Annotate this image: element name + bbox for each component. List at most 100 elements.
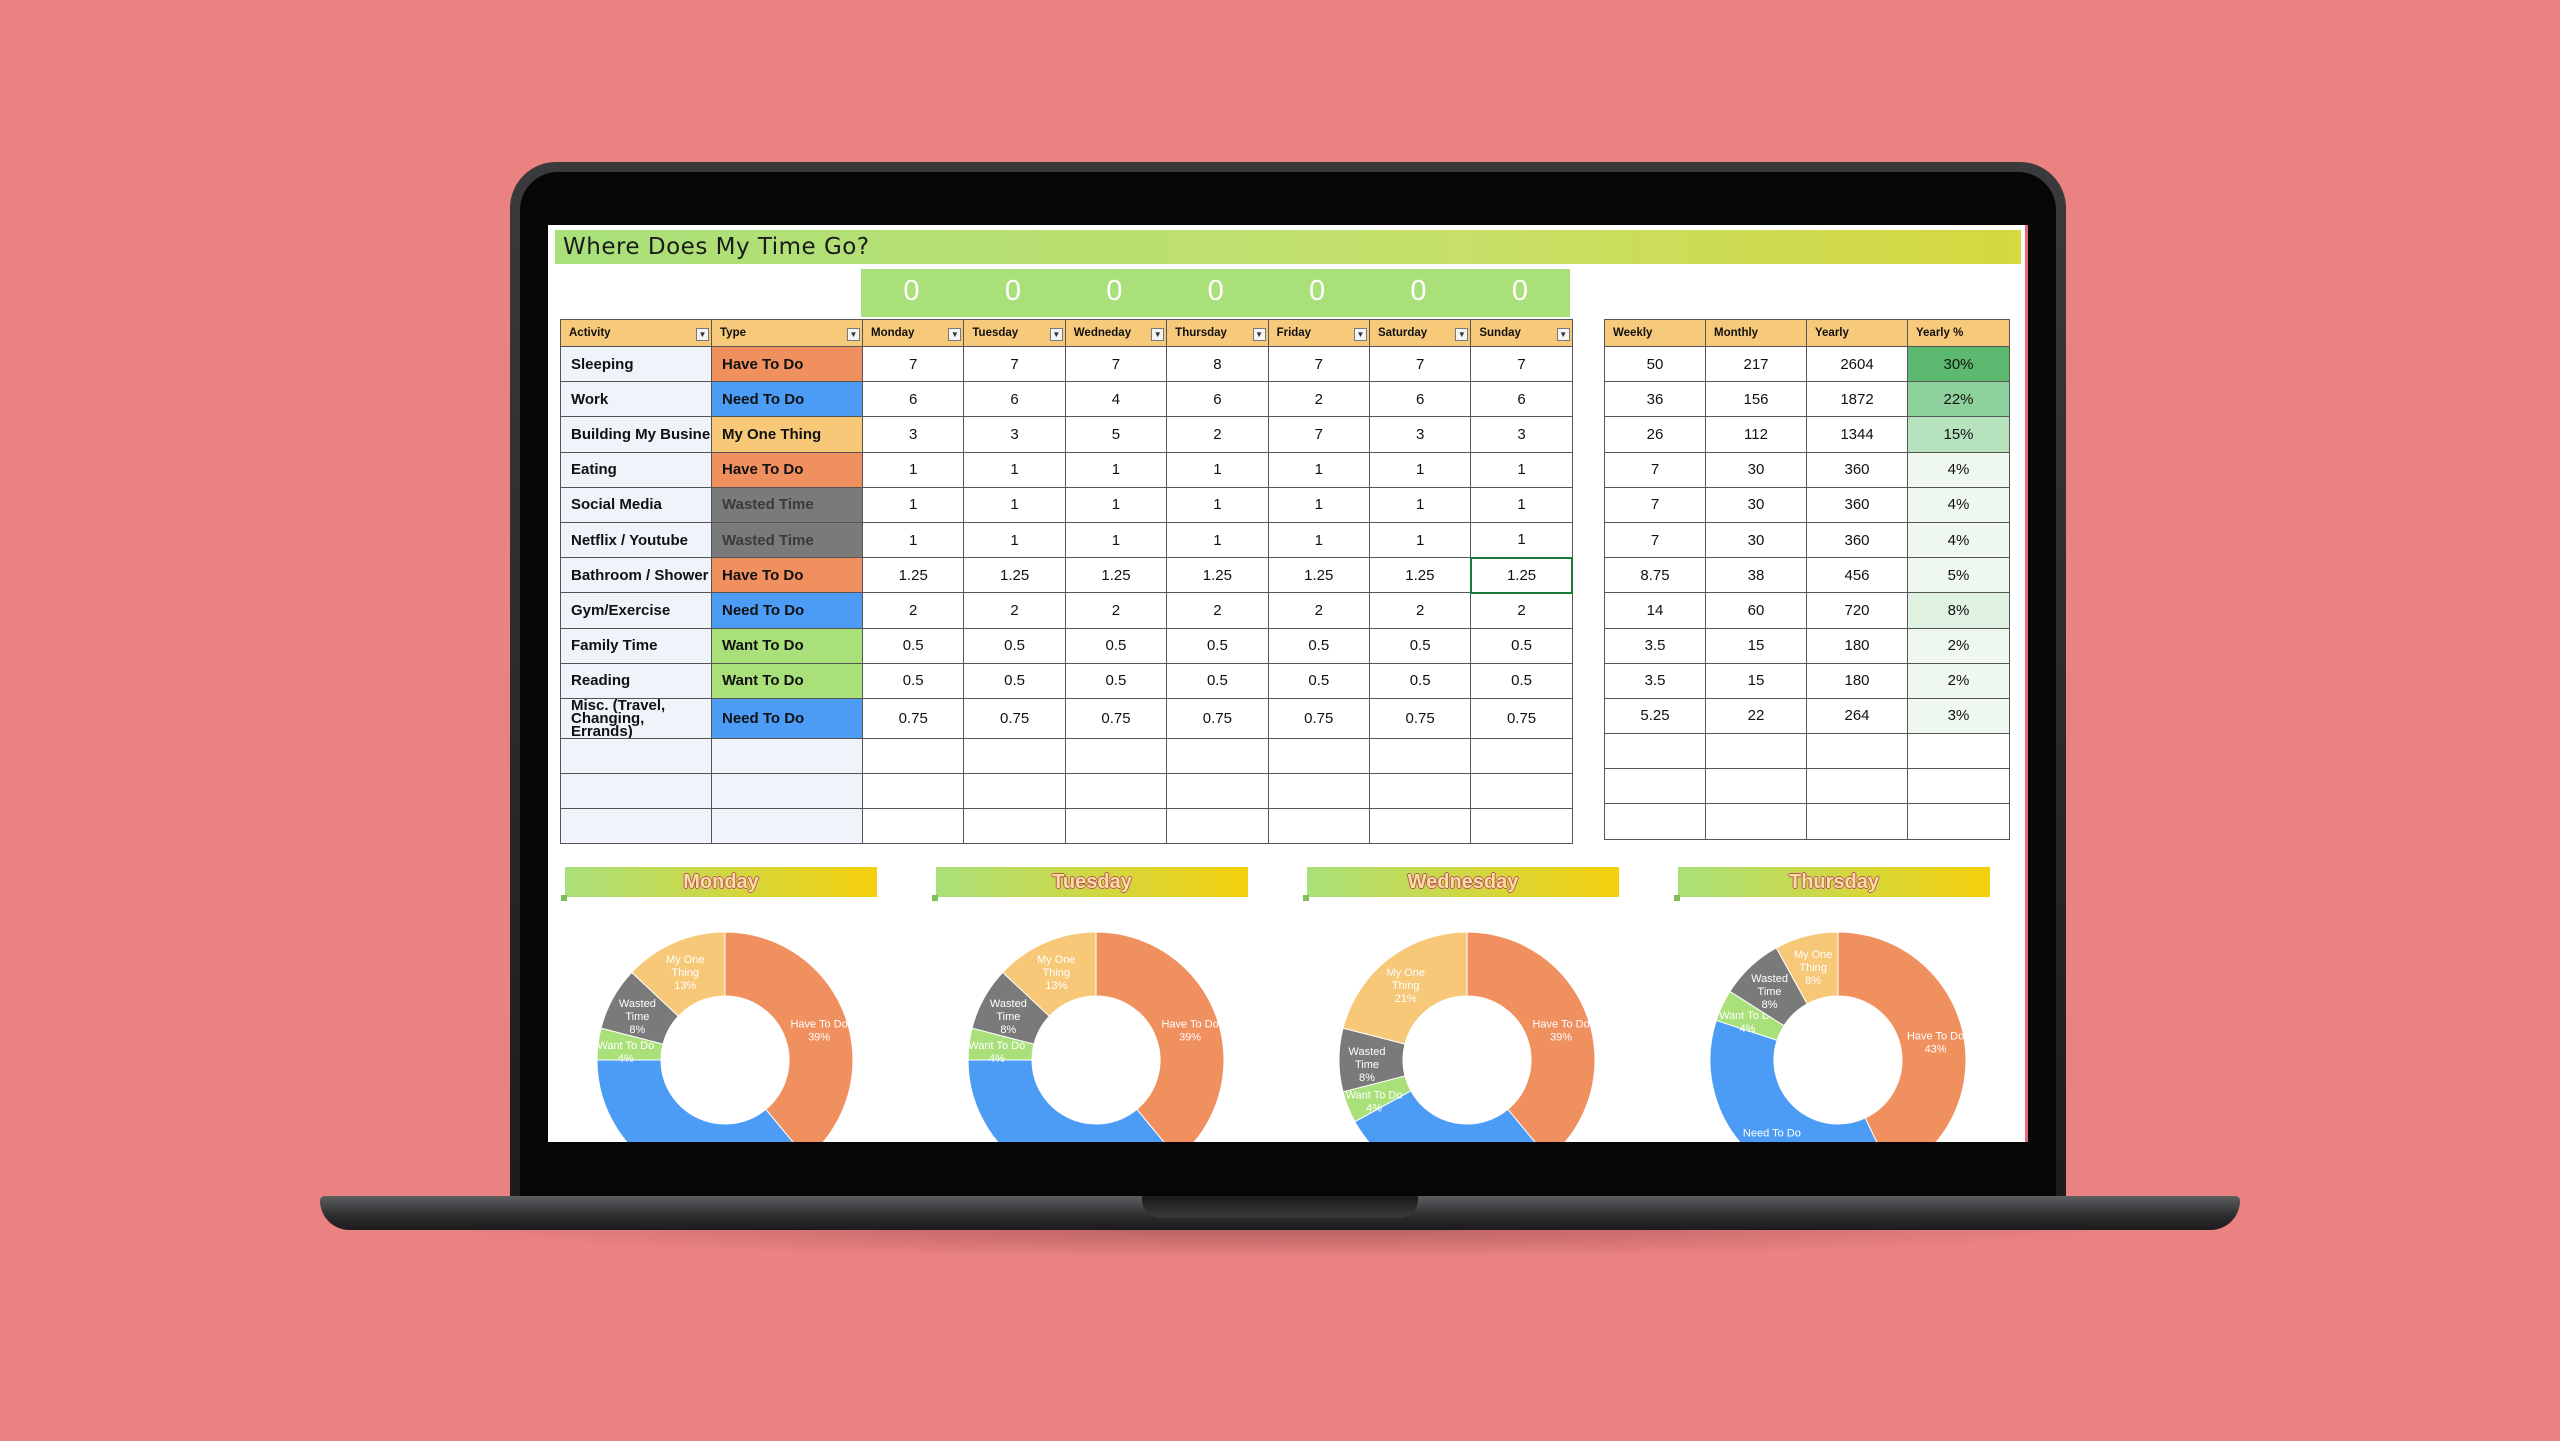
empty-cell[interactable] (1907, 768, 2010, 805)
type-cell[interactable]: Need To Do (711, 697, 863, 739)
hours-cell[interactable]: 1 (963, 486, 1066, 523)
summary-monthly-cell[interactable]: 15 (1705, 662, 1807, 699)
hours-cell[interactable]: 6 (1470, 381, 1573, 418)
summary-weekly-cell[interactable]: 3.5 (1604, 627, 1706, 664)
hours-cell[interactable]: 1 (1470, 521, 1573, 559)
donut-slice-have-to-do[interactable] (1466, 931, 1596, 1142)
summary-yearly-cell[interactable]: 180 (1806, 627, 1908, 664)
empty-cell[interactable] (1907, 803, 2010, 840)
hours-cell[interactable]: 0.5 (1267, 627, 1370, 664)
summary-yearly_pct-cell[interactable]: 30% (1907, 345, 2010, 383)
filter-dropdown-icon[interactable]: ▼ (696, 328, 709, 341)
hours-cell[interactable]: 0.5 (1064, 662, 1168, 699)
empty-cell[interactable] (1267, 737, 1370, 775)
hours-cell[interactable]: 1 (1470, 486, 1573, 523)
hours-cell[interactable]: 1.25 (1469, 556, 1574, 594)
activity-cell[interactable]: Misc. (Travel, Changing, Errands) (560, 697, 712, 739)
hours-cell[interactable]: 0.5 (1470, 662, 1573, 699)
hours-cell[interactable]: 1 (1267, 521, 1370, 559)
activity-cell[interactable]: Building My Business (560, 416, 712, 453)
donut-slice-my-one-thing[interactable] (1342, 931, 1468, 1045)
type-cell[interactable]: Want To Do (711, 627, 863, 664)
hours-cell[interactable]: 7 (1267, 345, 1370, 383)
empty-cell[interactable] (1368, 737, 1472, 775)
hours-cell[interactable]: 2 (963, 592, 1066, 629)
hours-cell[interactable]: 1.25 (1267, 557, 1370, 594)
hours-cell[interactable]: 2 (1267, 592, 1370, 629)
summary-weekly-cell[interactable]: 8.75 (1604, 557, 1706, 594)
summary-yearly-cell[interactable]: 360 (1806, 486, 1908, 523)
empty-cell[interactable] (560, 737, 712, 775)
summary-yearly_pct-cell[interactable]: 3% (1907, 697, 2010, 735)
activity-cell[interactable]: Family Time (560, 627, 712, 664)
empty-cell[interactable] (1267, 808, 1370, 845)
donut-slice-my-one-thing[interactable] (1001, 931, 1097, 1017)
filter-dropdown-icon[interactable]: ▼ (1151, 328, 1165, 341)
hours-cell[interactable]: 7 (861, 345, 965, 383)
hours-cell[interactable]: 1 (861, 521, 965, 559)
summary-monthly-cell[interactable]: 217 (1705, 345, 1807, 383)
donut-slice-my-one-thing[interactable] (630, 931, 726, 1017)
donut-slice-my-one-thing[interactable] (1775, 931, 1839, 1005)
summary-yearly-cell[interactable]: 360 (1806, 451, 1908, 488)
hours-cell[interactable]: 1.25 (1166, 557, 1269, 594)
donut-slice-need-to-do[interactable] (967, 1059, 1178, 1142)
activity-cell[interactable]: Gym/Exercise (560, 592, 712, 629)
summary-monthly-cell[interactable]: 30 (1705, 451, 1807, 488)
empty-cell[interactable] (1470, 808, 1573, 845)
hours-cell[interactable]: 1 (861, 486, 965, 523)
summary-monthly-cell[interactable]: 112 (1705, 416, 1807, 453)
hours-cell[interactable]: 6 (861, 381, 965, 418)
hours-cell[interactable]: 2 (861, 592, 965, 629)
hours-cell[interactable]: 1 (1368, 521, 1472, 559)
hours-cell[interactable]: 0.5 (1166, 662, 1269, 699)
empty-cell[interactable] (1604, 768, 1706, 805)
summary-yearly_pct-cell[interactable]: 15% (1907, 416, 2010, 453)
empty-cell[interactable] (861, 737, 965, 775)
donut-slice-need-to-do[interactable] (1709, 1019, 1892, 1142)
hours-cell[interactable]: 0.75 (1470, 697, 1573, 739)
summary-yearly-cell[interactable]: 1872 (1806, 381, 1908, 418)
hours-cell[interactable]: 7 (1267, 416, 1370, 453)
hours-cell[interactable]: 7 (963, 345, 1066, 383)
hours-cell[interactable]: 1.25 (1368, 557, 1472, 594)
hours-cell[interactable]: 1 (1470, 451, 1573, 488)
hours-cell[interactable]: 1 (1064, 486, 1168, 523)
summary-yearly_pct-cell[interactable]: 4% (1907, 521, 2010, 559)
summary-yearly-cell[interactable]: 720 (1806, 592, 1908, 629)
empty-cell[interactable] (1166, 737, 1269, 775)
summary-monthly-cell[interactable]: 38 (1705, 557, 1807, 594)
hours-cell[interactable]: 7 (1470, 345, 1573, 383)
empty-cell[interactable] (1064, 773, 1168, 810)
summary-yearly_pct-cell[interactable]: 22% (1907, 381, 2010, 418)
hours-cell[interactable]: 2 (1470, 592, 1573, 629)
empty-cell[interactable] (1166, 808, 1269, 845)
hours-cell[interactable]: 1 (963, 521, 1066, 559)
empty-cell[interactable] (560, 773, 712, 810)
empty-cell[interactable] (1470, 737, 1573, 775)
summary-yearly-cell[interactable]: 456 (1806, 557, 1908, 594)
empty-cell[interactable] (1368, 808, 1472, 845)
empty-cell[interactable] (963, 737, 1066, 775)
activity-cell[interactable]: Eating (560, 451, 712, 488)
summary-weekly-cell[interactable]: 36 (1604, 381, 1706, 418)
empty-cell[interactable] (1064, 808, 1168, 845)
hours-cell[interactable]: 2 (1166, 416, 1269, 453)
type-cell[interactable]: Wasted Time (711, 521, 863, 559)
hours-cell[interactable]: 1 (1267, 486, 1370, 523)
hours-cell[interactable]: 2 (1368, 592, 1472, 629)
summary-yearly-cell[interactable]: 360 (1806, 521, 1908, 559)
summary-yearly-cell[interactable]: 2604 (1806, 345, 1908, 383)
empty-cell[interactable] (1705, 733, 1807, 770)
type-cell[interactable]: Have To Do (711, 451, 863, 488)
hours-cell[interactable]: 5 (1064, 416, 1168, 453)
type-cell[interactable]: My One Thing (711, 416, 863, 453)
hours-cell[interactable]: 2 (1166, 592, 1269, 629)
empty-cell[interactable] (1267, 773, 1370, 810)
hours-cell[interactable]: 1 (1166, 521, 1269, 559)
summary-monthly-cell[interactable]: 60 (1705, 592, 1807, 629)
summary-weekly-cell[interactable]: 14 (1604, 592, 1706, 629)
summary-yearly-cell[interactable]: 180 (1806, 662, 1908, 699)
hours-cell[interactable]: 0.5 (1166, 627, 1269, 664)
empty-cell[interactable] (560, 808, 712, 845)
